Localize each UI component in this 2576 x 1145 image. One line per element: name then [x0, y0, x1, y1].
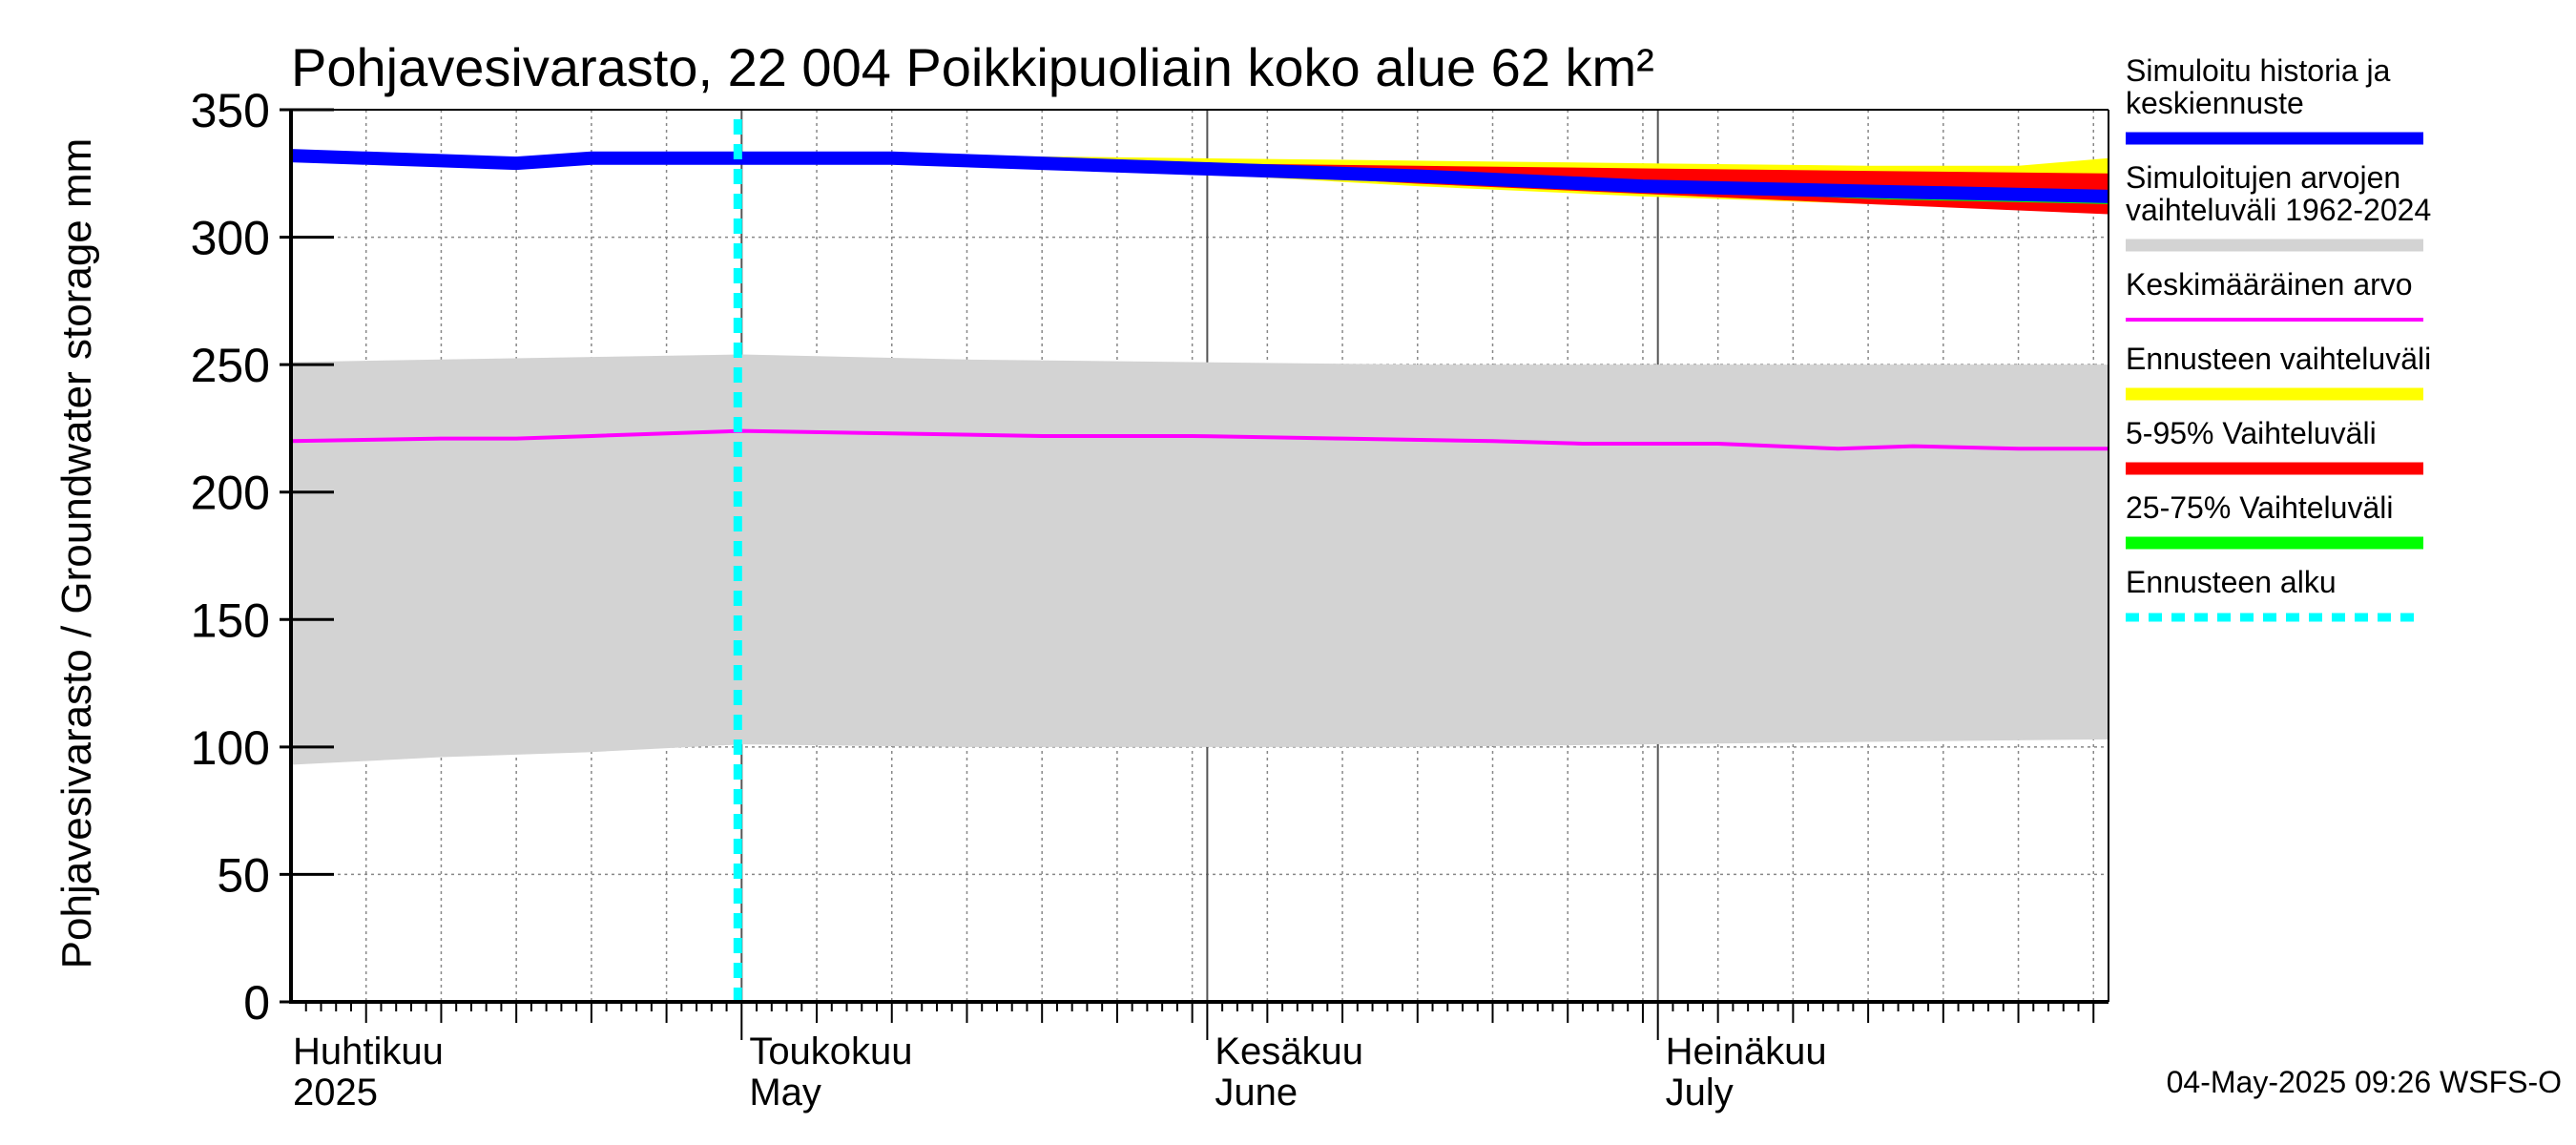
legend-label: Simuloitujen arvojen — [2126, 160, 2400, 195]
y-tick-label: 250 — [191, 339, 270, 392]
plot-area — [290, 119, 2109, 1002]
x-month-label: Kesäkuu — [1215, 1030, 1363, 1072]
legend-label: Ennusteen alku — [2126, 565, 2337, 599]
y-tick-label: 350 — [191, 84, 270, 137]
x-month-label: Heinäkuu — [1666, 1030, 1827, 1072]
legend-label: 25-75% Vaihteluväli — [2126, 490, 2393, 525]
x-month-sublabel: May — [749, 1072, 821, 1114]
legend-label: Simuloitu historia ja — [2126, 53, 2391, 88]
legend-label: 5-95% Vaihteluväli — [2126, 416, 2377, 450]
series-5-line — [290, 149, 2109, 203]
y-tick-label: 50 — [217, 848, 270, 902]
series-0-band — [291, 354, 2109, 765]
x-month-label: Toukokuu — [749, 1030, 912, 1072]
legend-label: vaihteluväli 1962-2024 — [2126, 193, 2431, 227]
x-month-sublabel: July — [1666, 1072, 1734, 1114]
y-tick-label: 100 — [191, 721, 270, 775]
legend-label: Ennusteen vaihteluväli — [2126, 342, 2431, 376]
chart-title: Pohjavesivarasto, 22 004 Poikkipuoliain … — [291, 37, 1654, 97]
x-month-sublabel: 2025 — [293, 1072, 378, 1114]
series-1-line — [290, 428, 2109, 451]
y-axis-label: Pohjavesivarasto / Groundwater storage m… — [53, 138, 100, 969]
x-month-sublabel: June — [1215, 1072, 1298, 1114]
legend-label: keskiennuste — [2126, 86, 2304, 120]
legend-label: Keskimääräinen arvo — [2126, 267, 2413, 302]
y-tick-label: 0 — [243, 976, 270, 1030]
y-tick-label: 150 — [191, 593, 270, 647]
x-month-label: Huhtikuu — [293, 1030, 444, 1072]
series-3-band — [741, 157, 2109, 215]
timestamp-footer: 04-May-2025 09:26 WSFS-O — [2167, 1065, 2562, 1099]
y-tick-label: 300 — [191, 212, 270, 265]
y-tick-label: 200 — [191, 467, 270, 520]
